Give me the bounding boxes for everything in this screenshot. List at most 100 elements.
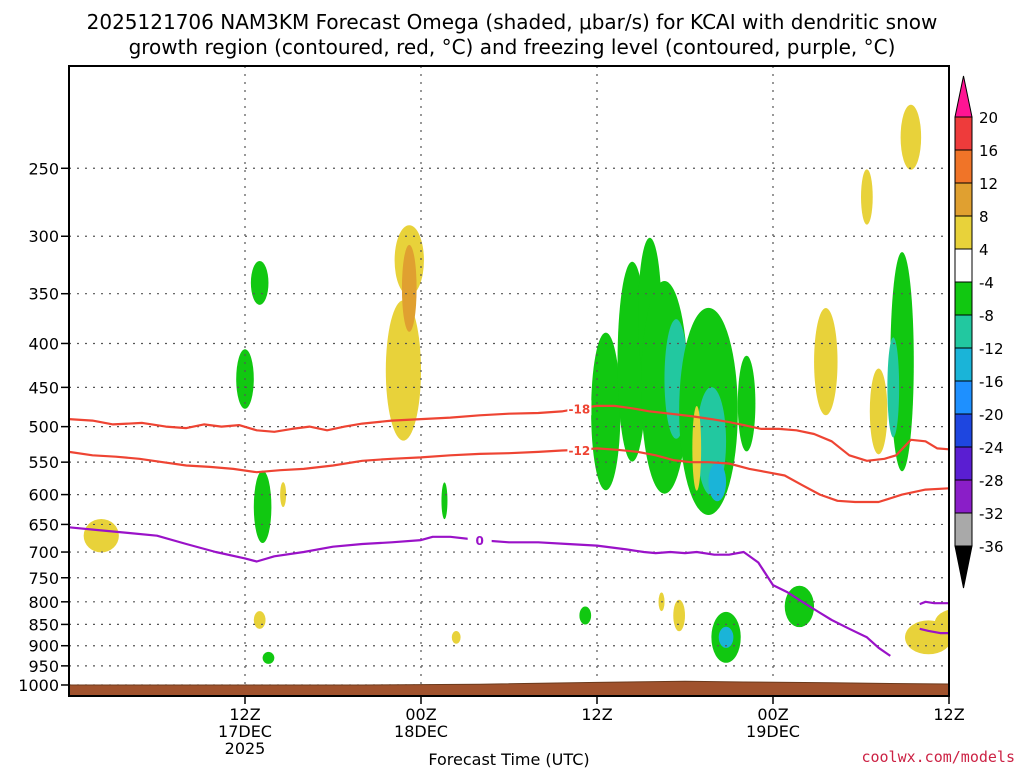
ytick-label-400: 400 bbox=[28, 334, 59, 353]
colorbar-level-13: -36 bbox=[979, 538, 1004, 556]
ytick-label-850: 850 bbox=[28, 615, 59, 634]
contour-label-3: 0 bbox=[989, 596, 997, 610]
omega-shading bbox=[83, 104, 1002, 664]
omega-patch bbox=[401, 244, 417, 332]
contour-label-bg-1 bbox=[567, 441, 592, 457]
omega-patch bbox=[579, 606, 592, 625]
omega-patch bbox=[451, 630, 461, 644]
xtick-label-30-1: 19DEC bbox=[746, 722, 800, 741]
colorbar-level-11: -28 bbox=[979, 472, 1004, 490]
x-axis-label: Forecast Time (UTC) bbox=[428, 750, 589, 768]
terrain-ground bbox=[69, 680, 949, 696]
contour-label-bg-2 bbox=[467, 532, 492, 548]
ytick-label-1000: 1000 bbox=[18, 676, 59, 695]
xtick-label-36-0: 12Z bbox=[933, 705, 964, 724]
colorbar-level-5: -4 bbox=[979, 274, 994, 292]
xtick-label-12-0: 12Z bbox=[229, 705, 260, 724]
omega-patch bbox=[869, 368, 888, 455]
credit-text: coolwx.com/models bbox=[861, 748, 1015, 766]
omega-patch bbox=[737, 355, 756, 452]
ytick-label-950: 950 bbox=[28, 657, 59, 676]
colorbar-band-6 bbox=[954, 314, 973, 349]
colorbar-level-7: -12 bbox=[979, 340, 1004, 358]
ytick-label-550: 550 bbox=[28, 453, 59, 472]
ytick-label-600: 600 bbox=[28, 486, 59, 505]
xtick-label-18-0: 00Z bbox=[405, 705, 436, 724]
colorbar-band-12 bbox=[954, 512, 973, 547]
colorbar-band-2 bbox=[954, 182, 973, 217]
contour-label-bg-3 bbox=[981, 594, 1005, 609]
colorbar-band-1 bbox=[954, 149, 973, 184]
omega-patch bbox=[905, 620, 949, 655]
y-axis-ticks: 250 300 350 400 450 500 550 600 650 700 750 800 850 9… bbox=[18, 159, 69, 695]
ytick-label-750: 750 bbox=[28, 569, 59, 588]
contour-label-2: 0 bbox=[475, 534, 483, 548]
colorbar-band-0 bbox=[954, 116, 973, 151]
ytick-label-650: 650 bbox=[28, 515, 59, 534]
ytick-label-350: 350 bbox=[28, 285, 59, 304]
contour-line-1 bbox=[69, 447, 949, 504]
ytick-label-250: 250 bbox=[28, 159, 59, 178]
colorbar-level-2: 12 bbox=[979, 175, 998, 193]
colorbar-level-12: -32 bbox=[979, 505, 1004, 523]
colorbar-top-arrow bbox=[954, 75, 973, 118]
colorbar-level-9: -20 bbox=[979, 406, 1004, 424]
colorbar-level-4: 4 bbox=[979, 241, 989, 259]
omega-patch bbox=[900, 104, 922, 170]
xtick-label-18-1: 18DEC bbox=[394, 722, 448, 741]
colorbar-level-0: 20 bbox=[979, 109, 998, 127]
colorbar-band-3 bbox=[954, 215, 973, 250]
temperature-contours: -18 -12 0 0 bbox=[69, 400, 1005, 657]
colorbar-band-9 bbox=[954, 413, 973, 448]
contour-label-0: -18 bbox=[569, 402, 591, 416]
colorbar-band-4 bbox=[954, 248, 973, 283]
xtick-label-12-2: 2025 bbox=[225, 739, 266, 758]
omega-patch bbox=[673, 599, 686, 632]
omega-patch bbox=[967, 629, 1002, 646]
omega-patch bbox=[385, 300, 421, 441]
chart-title-line1: 2025121706 NAM3KM Forecast Omega (shaded… bbox=[87, 10, 938, 34]
colorbar-level-1: 16 bbox=[979, 142, 998, 160]
colorbar-band-11 bbox=[954, 479, 973, 514]
omega-patch bbox=[262, 651, 275, 664]
contour-line-4 bbox=[919, 627, 949, 635]
omega-patch bbox=[861, 169, 873, 225]
ytick-label-500: 500 bbox=[28, 418, 59, 437]
colorbar-band-5 bbox=[954, 281, 973, 316]
omega-patch bbox=[253, 470, 272, 543]
omega-patch bbox=[814, 308, 838, 416]
ytick-label-300: 300 bbox=[28, 227, 59, 246]
omega-patch bbox=[708, 462, 727, 502]
omega-patch bbox=[83, 519, 119, 553]
omega-patch bbox=[280, 482, 287, 508]
contour-line-0 bbox=[69, 404, 949, 462]
contour-label-bg-0 bbox=[567, 400, 592, 416]
colorbar-band-10 bbox=[954, 446, 973, 481]
colorbar-bottom-arrow bbox=[954, 545, 973, 589]
colorbar-level-8: -16 bbox=[979, 373, 1004, 391]
colorbar-level-3: 8 bbox=[979, 208, 989, 226]
omega-patch bbox=[250, 260, 269, 305]
ytick-label-900: 900 bbox=[28, 637, 59, 656]
contour-line-3 bbox=[919, 600, 949, 606]
colorbar-level-10: -24 bbox=[979, 439, 1004, 457]
contour-line-2 bbox=[69, 526, 891, 657]
ytick-label-800: 800 bbox=[28, 593, 59, 612]
terrain-fill bbox=[69, 680, 949, 696]
xtick-label-24-0: 12Z bbox=[581, 705, 612, 724]
colorbar-band-8 bbox=[954, 380, 973, 415]
xtick-label-30-0: 00Z bbox=[757, 705, 788, 724]
omega-patch bbox=[718, 626, 734, 648]
contour-label-1: -12 bbox=[569, 444, 591, 458]
omega-patch bbox=[591, 332, 621, 491]
chart-title-line2: growth region (contoured, red, °C) and f… bbox=[129, 35, 896, 59]
ytick-label-450: 450 bbox=[28, 378, 59, 397]
omega-colorbar: 20 16 12 8 4 -4 -8 -12 -16 -20 -24 -28 -32 -36 bbox=[954, 75, 1004, 589]
omega-patch bbox=[692, 405, 702, 491]
colorbar-level-6: -8 bbox=[979, 307, 994, 325]
ytick-label-700: 700 bbox=[28, 543, 59, 562]
plot-frame bbox=[68, 65, 950, 697]
omega-patch bbox=[441, 482, 448, 520]
